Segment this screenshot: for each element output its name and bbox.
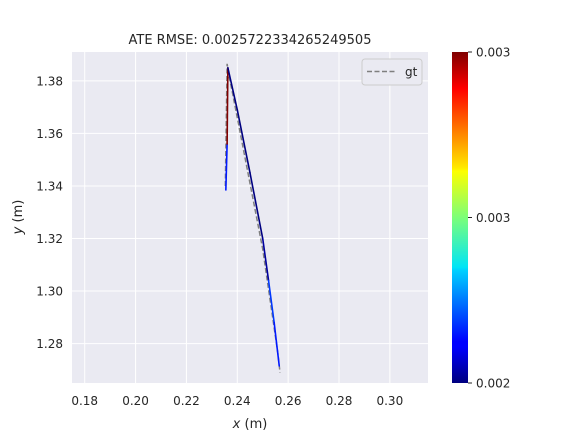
x-tick-label: 0.20 bbox=[122, 394, 149, 408]
y-tick-label: 1.28 bbox=[36, 337, 63, 351]
chart-title: ATE RMSE: 0.0025722334265249505 bbox=[129, 33, 372, 48]
series-layer bbox=[224, 63, 281, 373]
x-tick-label: 0.30 bbox=[376, 394, 403, 408]
series-estimate-segment bbox=[225, 143, 228, 191]
x-axis-var: x bbox=[232, 417, 241, 432]
x-ticks: 0.18 0.20 0.22 0.24 0.26 0.28 0.30 bbox=[71, 394, 403, 408]
x-tick-label: 0.24 bbox=[224, 394, 251, 408]
colorbar bbox=[452, 52, 468, 383]
series-estimate-segment bbox=[261, 237, 270, 282]
series-estimate-segment bbox=[249, 172, 264, 240]
y-tick-label: 1.32 bbox=[36, 232, 63, 246]
colorbar-tick-label: 0.002 bbox=[476, 377, 510, 391]
y-tick-label: 1.34 bbox=[36, 179, 63, 193]
legend: gt bbox=[361, 58, 423, 86]
series-estimate-segment bbox=[226, 66, 229, 145]
x-axis-label: x (m) bbox=[232, 417, 268, 432]
y-axis-label: y (m) bbox=[11, 200, 26, 236]
x-tick-label: 0.22 bbox=[173, 394, 200, 408]
series-estimate-segment bbox=[236, 108, 251, 174]
colorbar-tick-label: 0.003 bbox=[476, 211, 510, 225]
y-tick-label: 1.36 bbox=[36, 127, 63, 141]
y-tick-label: 1.30 bbox=[36, 285, 63, 299]
y-tick-label: 1.38 bbox=[36, 74, 63, 88]
y-ticks: 1.28 1.30 1.32 1.34 1.36 1.38 bbox=[36, 74, 63, 351]
series-estimate-segment bbox=[227, 66, 239, 111]
x-tick-label: 0.18 bbox=[71, 394, 98, 408]
legend-label-gt: gt bbox=[405, 65, 418, 79]
colorbar-tick-label: 0.003 bbox=[476, 46, 510, 60]
x-tick-label: 0.28 bbox=[326, 394, 353, 408]
x-tick-label: 0.26 bbox=[275, 394, 302, 408]
series-estimate-segment bbox=[273, 321, 281, 367]
plot-background bbox=[72, 52, 428, 383]
series-estimate-segment bbox=[267, 279, 275, 324]
y-axis-var: y bbox=[11, 226, 26, 235]
y-axis-unit: (m) bbox=[11, 200, 26, 227]
x-axis-unit: (m) bbox=[240, 417, 267, 432]
colorbar-ticks: 0.002 0.003 0.003 bbox=[468, 46, 510, 391]
